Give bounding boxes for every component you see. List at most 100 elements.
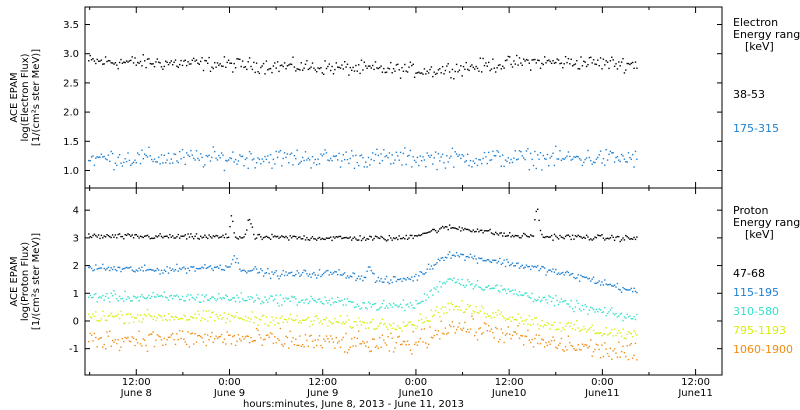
data-point (602, 333, 605, 335)
data-point (609, 283, 612, 285)
data-point (585, 276, 588, 278)
data-point (530, 152, 532, 155)
data-point (499, 257, 501, 260)
data-point (372, 318, 374, 321)
data-point (408, 321, 410, 324)
data-point (430, 230, 433, 232)
data-point (236, 294, 238, 297)
data-point (179, 330, 181, 332)
data-point (227, 59, 230, 61)
data-point (605, 237, 607, 240)
data-point (594, 348, 596, 351)
data-point (439, 316, 441, 318)
data-point (152, 63, 154, 65)
data-point (223, 269, 226, 271)
electron-ytick-label: 1.0 (63, 166, 79, 177)
data-point (137, 235, 139, 237)
data-point (174, 295, 177, 297)
data-point (556, 299, 558, 302)
data-point (457, 155, 459, 157)
data-point (181, 318, 184, 320)
data-point (620, 312, 623, 314)
data-point (620, 350, 623, 353)
data-point (135, 297, 137, 299)
data-point (302, 238, 304, 240)
data-point (439, 160, 441, 162)
data-point (356, 161, 358, 164)
data-point (163, 337, 165, 340)
data-point (275, 317, 277, 319)
data-point (93, 164, 96, 166)
data-point (538, 158, 540, 160)
data-point (212, 67, 214, 70)
data-point (412, 63, 414, 65)
data-point (232, 71, 234, 73)
data-point (366, 322, 368, 324)
data-point (422, 156, 424, 158)
data-point (272, 319, 275, 321)
data-point (345, 66, 347, 68)
data-point (227, 313, 230, 315)
data-point (427, 154, 430, 157)
data-point (191, 316, 193, 319)
data-point (611, 234, 613, 237)
data-point (481, 229, 483, 231)
data-point (146, 156, 149, 158)
data-point (151, 333, 153, 335)
data-point (604, 307, 606, 309)
data-point (246, 68, 248, 71)
data-point (451, 227, 454, 229)
data-point (211, 331, 213, 334)
data-point (486, 330, 488, 332)
data-point (187, 233, 189, 235)
data-point (330, 157, 332, 160)
data-point (567, 335, 570, 337)
proton-ytick-label: 0 (73, 316, 79, 327)
data-point (243, 165, 245, 167)
series-310-580 (88, 277, 638, 322)
data-point (437, 153, 440, 155)
data-point (416, 279, 419, 281)
data-point (260, 236, 262, 238)
data-point (455, 252, 458, 254)
data-point (160, 339, 163, 341)
data-point (602, 355, 605, 358)
data-point (518, 57, 521, 59)
data-point (111, 295, 114, 297)
data-point (633, 166, 635, 168)
data-point (232, 297, 234, 299)
data-point (437, 291, 440, 293)
data-point (619, 289, 621, 291)
data-point (434, 329, 437, 332)
series-47-68 (88, 208, 638, 243)
data-point (193, 266, 195, 268)
data-point (195, 233, 198, 235)
data-point (397, 336, 399, 338)
data-point (195, 150, 198, 152)
data-point (120, 298, 122, 300)
data-point (187, 319, 189, 321)
data-point (555, 294, 557, 297)
data-point (590, 339, 592, 341)
data-point (373, 328, 375, 330)
data-point (553, 305, 556, 307)
data-point (370, 350, 372, 352)
data-point (422, 232, 424, 235)
data-point (570, 299, 572, 302)
data-point (202, 69, 205, 72)
data-point (352, 237, 354, 240)
data-point (553, 321, 556, 324)
data-point (443, 259, 445, 262)
data-point (467, 255, 469, 258)
data-point (332, 341, 335, 343)
data-point (187, 61, 189, 63)
data-point (380, 306, 382, 308)
data-point (577, 234, 579, 236)
data-point (564, 325, 567, 327)
data-point (612, 59, 614, 61)
x-tick-label-date: June11 (584, 388, 620, 399)
data-point (237, 160, 240, 162)
electron-frame (84, 6, 723, 189)
data-point (433, 264, 435, 266)
data-point (366, 341, 368, 343)
